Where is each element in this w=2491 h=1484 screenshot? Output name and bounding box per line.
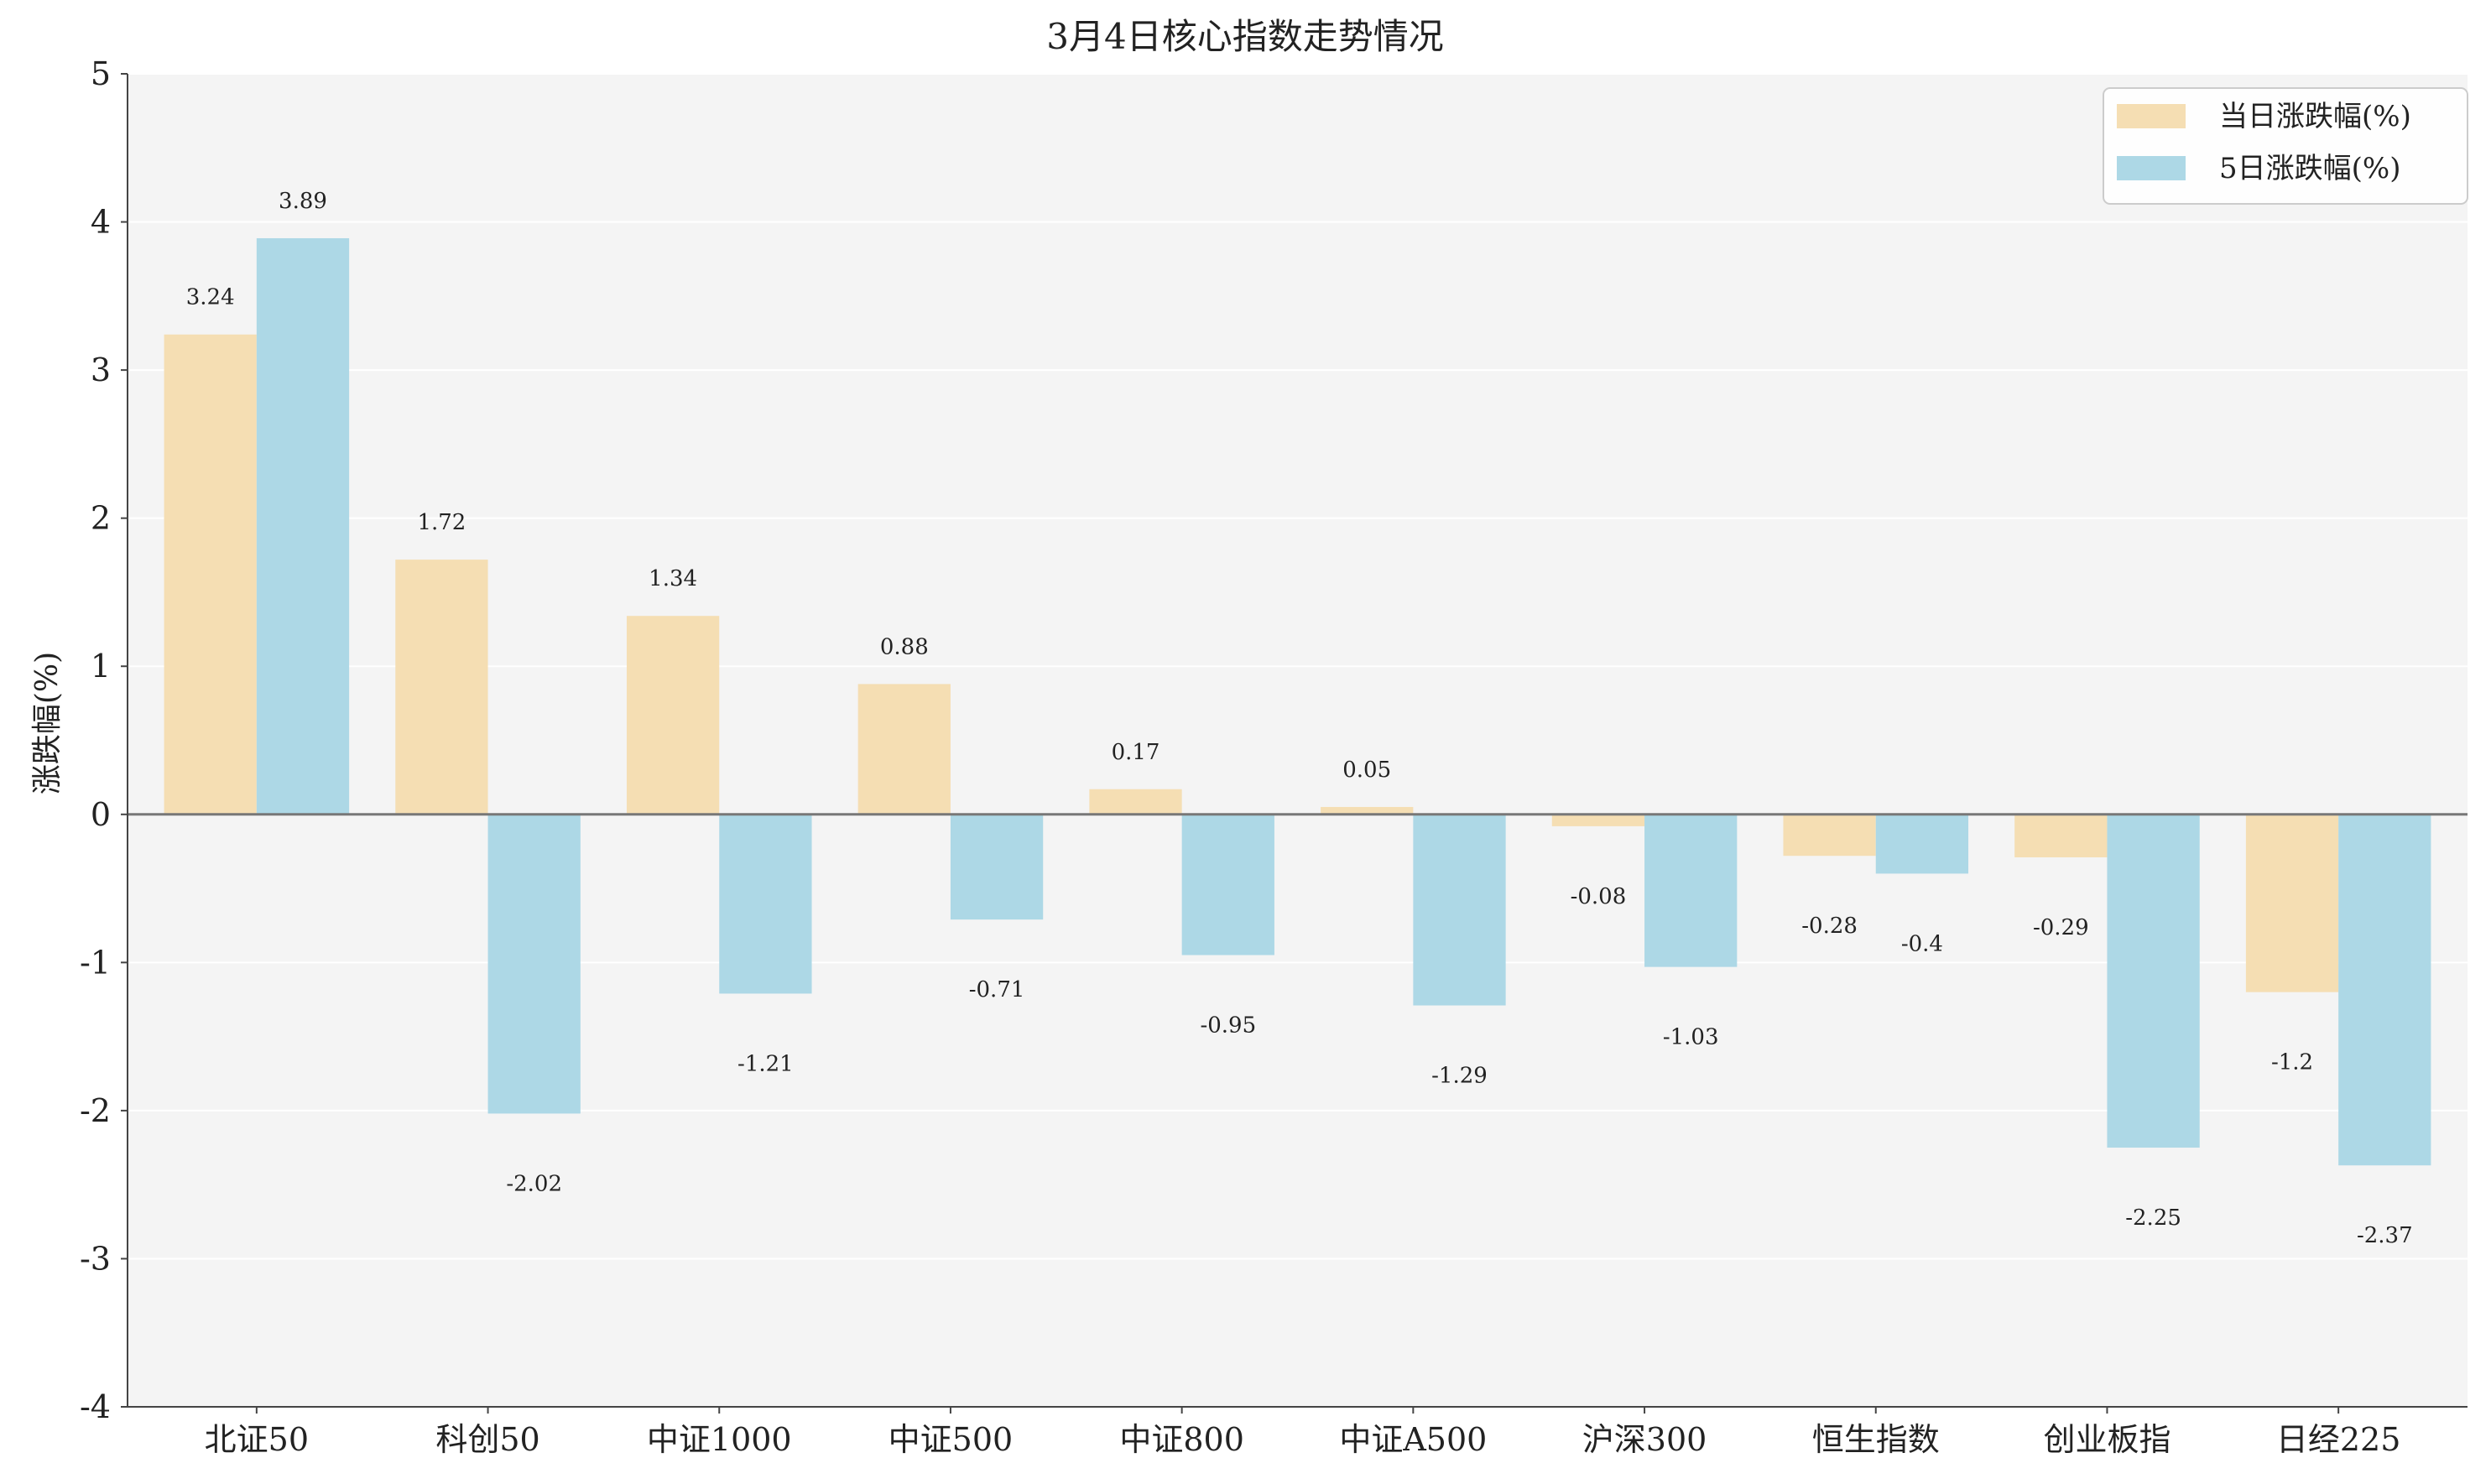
x-tick-label: 中证1000 xyxy=(647,1421,792,1458)
x-tick-label: 中证500 xyxy=(889,1421,1014,1458)
y-tick-label: 4 xyxy=(91,204,111,241)
y-tick-label: 3 xyxy=(91,351,111,388)
data-label-daily: -0.28 xyxy=(1801,914,1858,939)
data-label-daily: 3.24 xyxy=(186,285,235,310)
bar-five-day xyxy=(1644,814,1738,967)
x-tick-label: 中证800 xyxy=(1119,1421,1244,1458)
data-label-five-day: 3.89 xyxy=(279,189,327,214)
y-tick-label: -2 xyxy=(80,1092,111,1129)
bar-five-day xyxy=(950,814,1044,920)
bar-five-day xyxy=(1875,814,1969,874)
y-tick-label: 1 xyxy=(91,648,111,685)
bar-five-day xyxy=(1181,814,1274,955)
bar-five-day xyxy=(1413,814,1506,1006)
bar-daily xyxy=(1089,789,1182,815)
y-tick-label: 0 xyxy=(91,796,111,833)
x-tick-label: 日经225 xyxy=(2276,1421,2401,1458)
y-axis-title: 涨跌幅(%) xyxy=(30,652,65,794)
data-label-daily: 1.72 xyxy=(417,510,466,535)
data-label-daily: 1.34 xyxy=(649,566,697,591)
data-label-five-day: -2.02 xyxy=(506,1171,562,1196)
data-label-daily: -0.08 xyxy=(1571,884,1627,909)
y-tick-label: -3 xyxy=(80,1240,111,1277)
data-label-daily: -0.29 xyxy=(2033,915,2089,940)
legend-label-daily: 当日涨跌幅(%) xyxy=(2219,100,2411,133)
legend-swatch-daily xyxy=(2117,104,2186,128)
data-label-daily: 0.05 xyxy=(1342,758,1391,783)
data-label-five-day: -2.37 xyxy=(2357,1223,2413,1248)
bar-five-day xyxy=(719,814,812,994)
x-tick-label: 沪深300 xyxy=(1582,1421,1707,1458)
y-tick-label: -4 xyxy=(80,1388,111,1425)
y-tick-label: 5 xyxy=(91,55,111,92)
bar-daily xyxy=(395,560,488,815)
data-label-five-day: -1.03 xyxy=(1663,1025,1719,1050)
y-tick-label: -1 xyxy=(80,944,111,981)
data-label-five-day: -2.25 xyxy=(2125,1205,2181,1231)
bar-daily xyxy=(857,684,951,815)
plot-area: -4 -3 -2 -1 0 1 2 3 4 5 3.24 3.89 北证50 1.72 -2.02 科创50 1… xyxy=(80,55,2468,1458)
legend: 当日涨跌幅(%) 5日涨跌幅(%) xyxy=(2103,87,2468,205)
bar-daily xyxy=(1551,814,1645,826)
bar-five-day xyxy=(2107,814,2200,1148)
bar-daily xyxy=(2014,814,2108,857)
data-label-daily: -1.2 xyxy=(2271,1050,2313,1075)
data-label-five-day: -0.71 xyxy=(969,977,1025,1002)
bar-five-day xyxy=(2338,814,2431,1166)
legend-label-five-day: 5日涨跌幅(%) xyxy=(2219,152,2400,185)
legend-swatch-five-day xyxy=(2117,156,2186,180)
bar-daily xyxy=(1783,814,1876,857)
data-label-five-day: -0.95 xyxy=(1200,1013,1256,1039)
bar-daily xyxy=(164,334,257,815)
data-label-daily: 0.88 xyxy=(880,634,929,659)
bar-daily xyxy=(2245,814,2339,992)
data-label-five-day: -1.29 xyxy=(1431,1064,1488,1089)
x-tick-label: 中证A500 xyxy=(1339,1421,1487,1458)
plot-background xyxy=(128,74,2468,1407)
x-tick-label: 科创50 xyxy=(435,1421,539,1458)
bar-daily xyxy=(1321,806,1414,815)
data-label-five-day: -0.4 xyxy=(1901,931,1943,956)
legend-box xyxy=(2103,87,2468,205)
bar-five-day xyxy=(256,237,350,815)
x-tick-label: 恒生指数 xyxy=(1812,1421,1940,1458)
bar-daily xyxy=(626,616,720,815)
bar-five-day xyxy=(487,814,581,1114)
x-tick-label: 创业板指 xyxy=(2043,1421,2171,1458)
data-label-daily: 0.17 xyxy=(1112,740,1160,765)
y-tick-label: 2 xyxy=(91,500,111,537)
chart-title: 3月4日核心指数走势情况 xyxy=(1046,16,1443,57)
x-tick-label: 北证50 xyxy=(205,1421,309,1458)
data-label-five-day: -1.21 xyxy=(737,1051,794,1076)
